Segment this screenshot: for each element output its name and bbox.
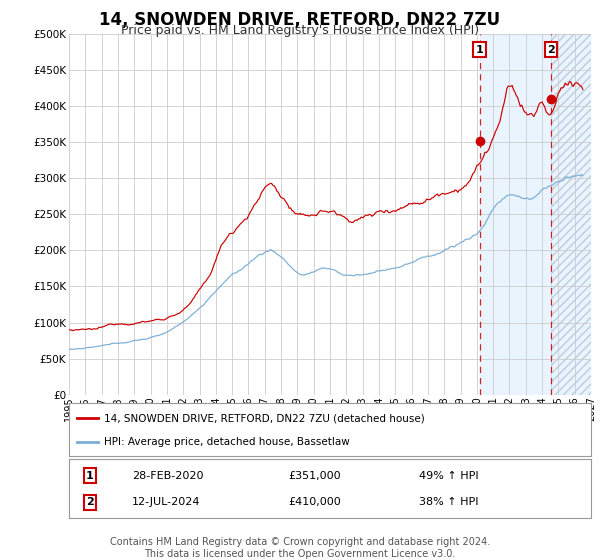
Text: 49% ↑ HPI: 49% ↑ HPI bbox=[419, 470, 478, 480]
Text: HPI: Average price, detached house, Bassetlaw: HPI: Average price, detached house, Bass… bbox=[104, 436, 350, 446]
Text: 1: 1 bbox=[86, 470, 94, 480]
Bar bbox=[551, 34, 591, 395]
Text: 12-JUL-2024: 12-JUL-2024 bbox=[131, 497, 200, 507]
Text: 14, SNOWDEN DRIVE, RETFORD, DN22 7ZU (detached house): 14, SNOWDEN DRIVE, RETFORD, DN22 7ZU (de… bbox=[104, 413, 425, 423]
Text: Contains HM Land Registry data © Crown copyright and database right 2024.
This d: Contains HM Land Registry data © Crown c… bbox=[110, 537, 490, 559]
Text: £410,000: £410,000 bbox=[288, 497, 341, 507]
Text: 28-FEB-2020: 28-FEB-2020 bbox=[131, 470, 203, 480]
Text: 38% ↑ HPI: 38% ↑ HPI bbox=[419, 497, 478, 507]
Text: 14, SNOWDEN DRIVE, RETFORD, DN22 7ZU: 14, SNOWDEN DRIVE, RETFORD, DN22 7ZU bbox=[100, 11, 500, 29]
Text: Price paid vs. HM Land Registry's House Price Index (HPI): Price paid vs. HM Land Registry's House … bbox=[121, 24, 479, 36]
Text: 2: 2 bbox=[86, 497, 94, 507]
Text: 2: 2 bbox=[547, 45, 555, 55]
Text: 1: 1 bbox=[476, 45, 484, 55]
Text: £351,000: £351,000 bbox=[288, 470, 341, 480]
Bar bbox=[479, 34, 591, 395]
